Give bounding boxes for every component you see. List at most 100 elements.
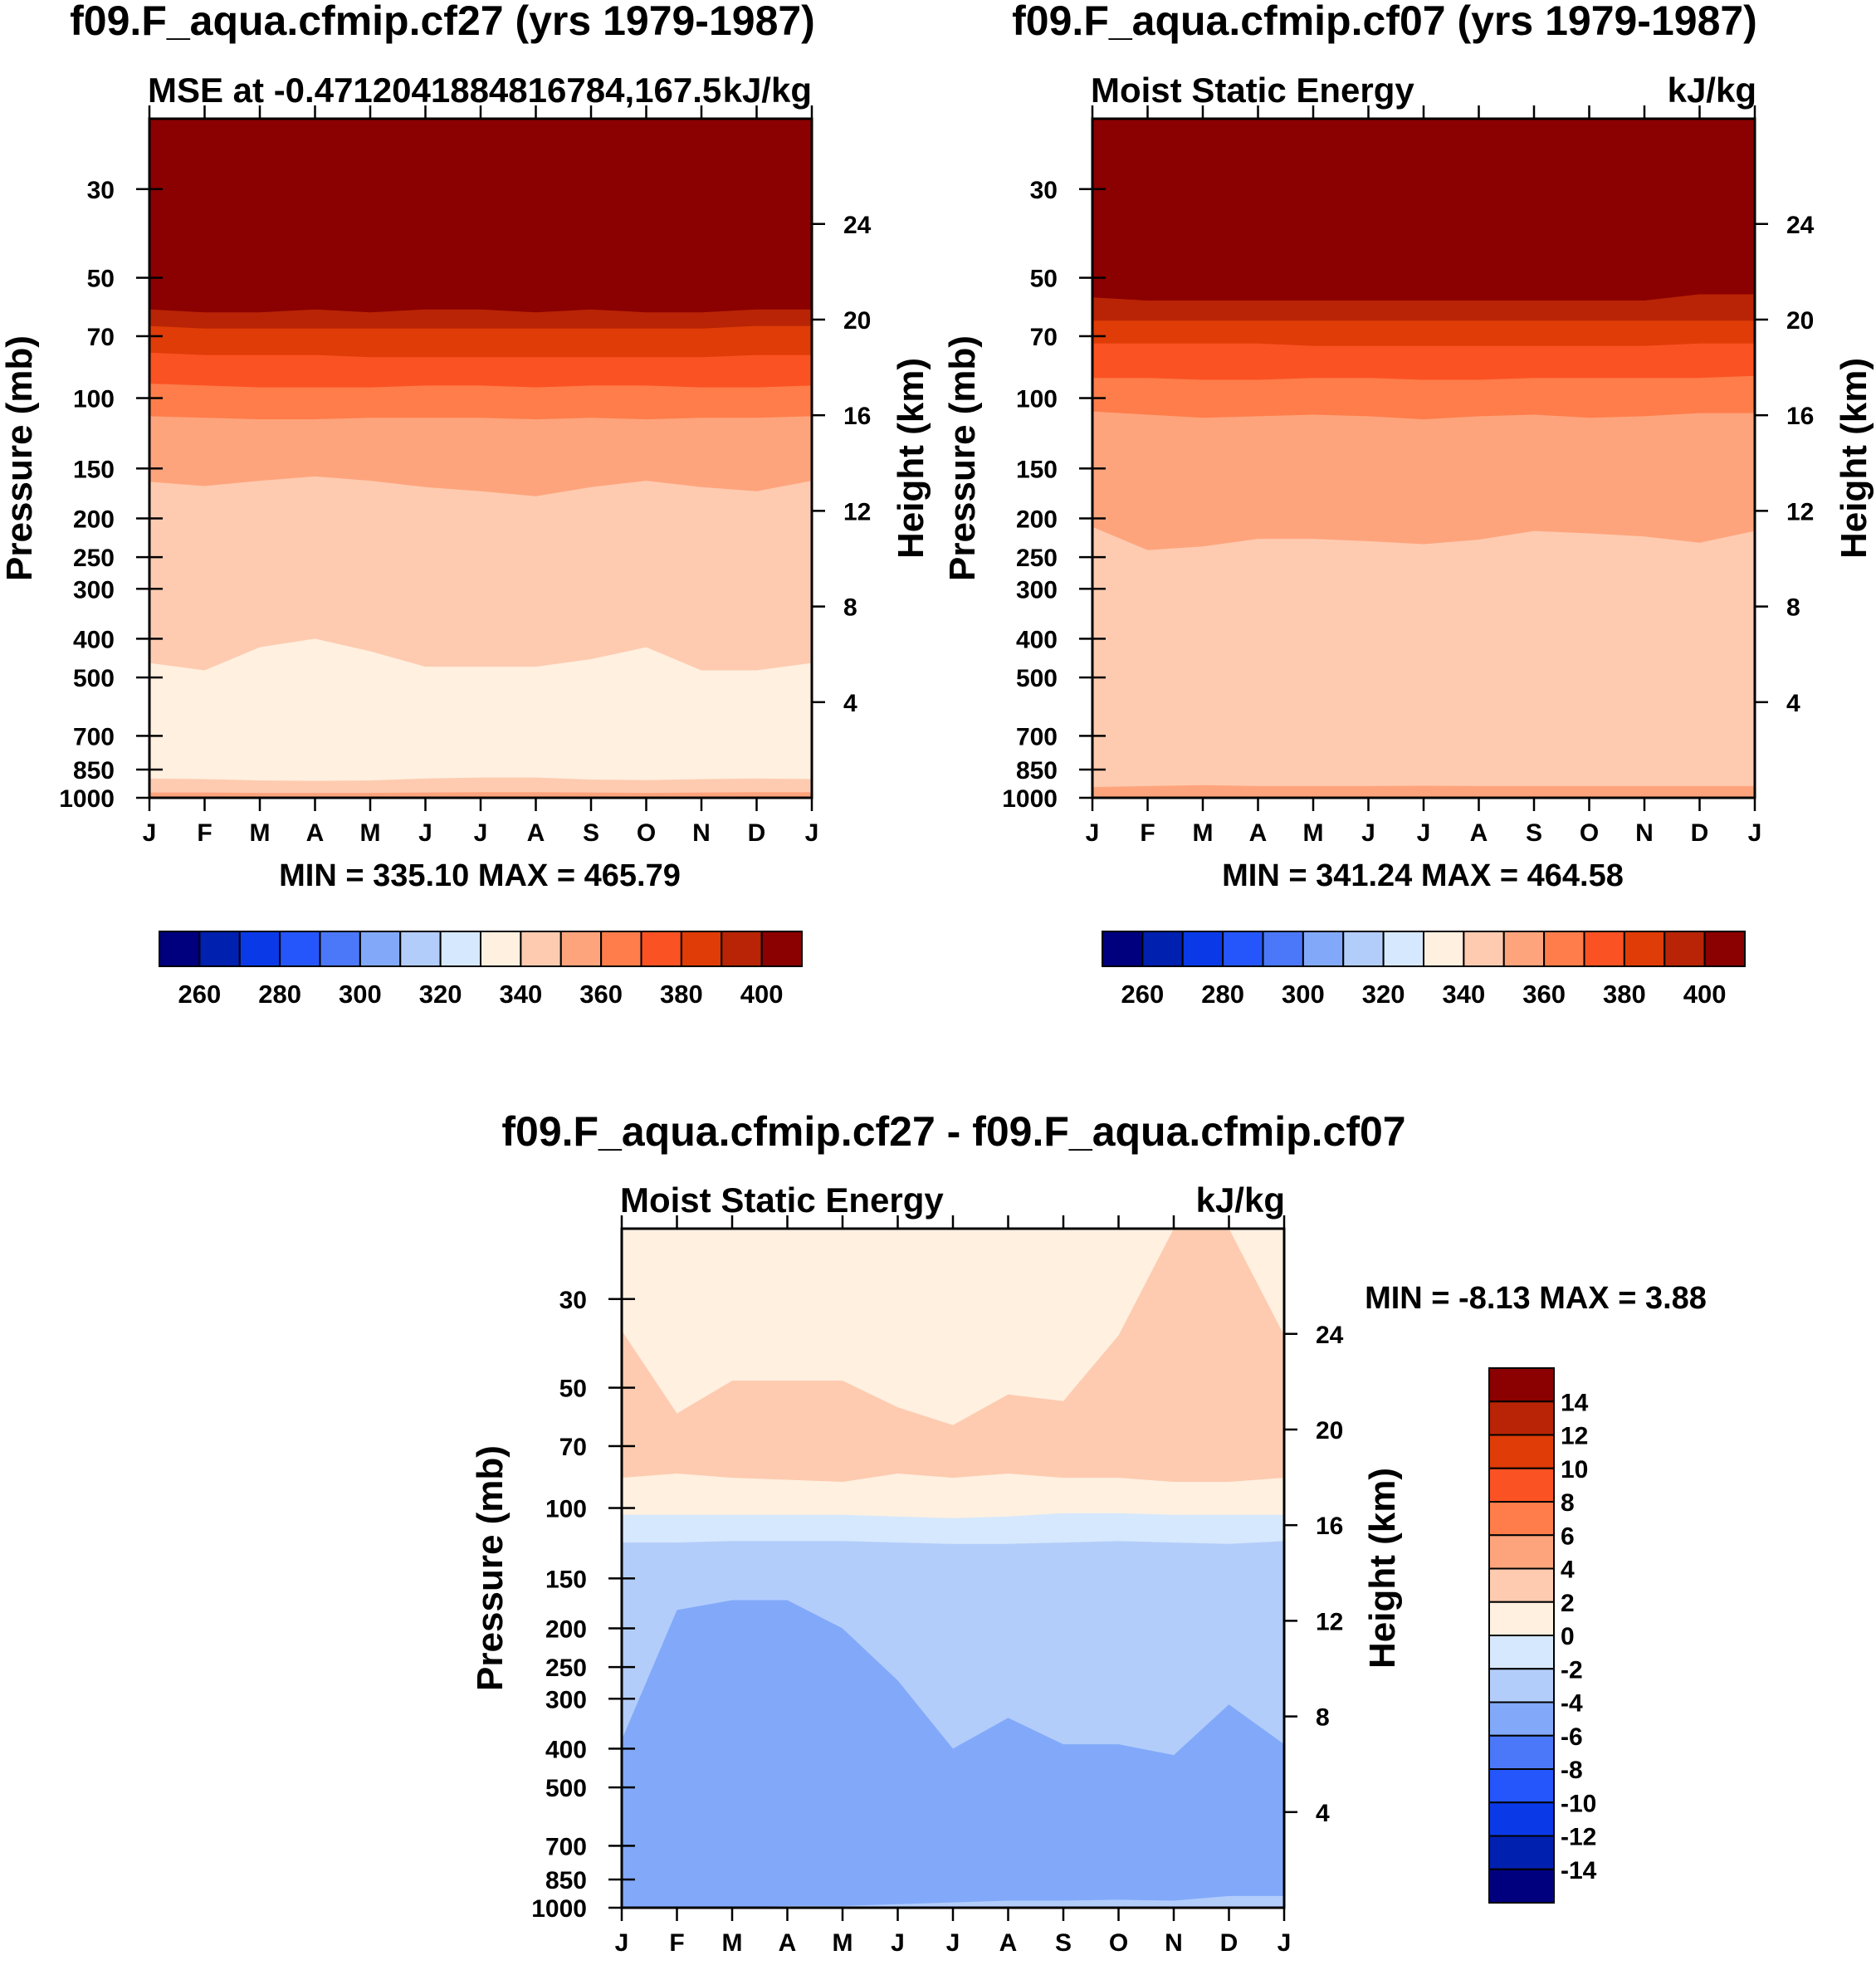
panel-difference-xtick-label: M [722,1929,743,1957]
panel-cf07-colorbar-swatch [1623,931,1666,967]
panel-difference-y2tick-label: 24 [1316,1322,1344,1349]
panel-difference-colorbar-swatch [1488,1734,1555,1770]
panel-cf07-ytick-label: 30 [1030,177,1058,204]
panel-cf27-xtick-label: A [306,819,325,847]
panel-cf07-colorbar-label: 320 [1362,980,1405,1009]
panel-difference-xtick-label: J [1278,1929,1292,1957]
panel-cf07-subtitle-right: kJ/kg [1668,71,1756,110]
panel-difference-colorbar: 14 12 10 8 6 4 2 0 -2 -4 -6 -8 -10 -12 -14 [1488,1367,1597,1904]
panel-cf27-xtick-label: J [805,819,819,847]
panel-cf07-xtick-label: O [1580,819,1599,847]
panel-difference-ytick-label: 1000 [531,1895,587,1923]
panel-cf07-xtick-label: A [1249,819,1268,847]
panel-cf27-y2label: Height (km) [891,358,931,559]
panel-difference-xtick-label: J [615,1929,629,1957]
panel-cf27-colorbar: 260 280 300 320 340 360 380 400 [159,931,803,1009]
panel-cf27-y2tick-label: 16 [843,403,871,430]
panel-cf07-contour-band-6 [1092,526,1755,798]
panel-difference-colorbar-swatch [1488,1668,1555,1703]
panel-difference-colorbar-swatch [1488,1467,1555,1503]
panel-cf27-colorbar-swatch [238,931,281,967]
panel-cf27-colorbar-label: 280 [258,980,301,1009]
panel-cf27: f09.F_aqua.cfmip.cf27 (yrs 1979-1987) MS… [0,0,931,1009]
panel-cf07-colorbar-swatch [1663,931,1706,967]
panel-cf27-ytick-label: 500 [73,665,115,692]
panel-cf07-xtick-label: N [1635,819,1654,847]
panel-difference-xtick-label: S [1055,1929,1072,1957]
panel-cf07-ytick-label: 100 [1016,386,1058,413]
panel-cf27-xtick-label: J [418,819,432,847]
panel-cf07-xtick-label: D [1691,819,1709,847]
panel-cf07-contour-fill [1092,119,1755,798]
panel-cf27-stats: MIN = 335.10 MAX = 465.79 [279,858,681,893]
panel-cf27-colorbar-swatch [721,931,763,967]
panel-cf27-contour-fill [149,119,812,799]
panel-cf07-xtick-label: J [1417,819,1431,847]
panel-cf27-contour-band-9 [149,792,812,798]
panel-cf07-y2tick-label: 8 [1786,594,1800,622]
panel-cf07-ytick-label: 300 [1016,576,1058,604]
panel-difference-ytick-label: 100 [545,1496,587,1523]
panel-difference-ytick-label: 700 [545,1833,587,1860]
panel-difference-y2tick-label: 16 [1316,1513,1343,1540]
panel-difference-contour-band-5 [622,1600,1284,1908]
panel-cf27-colorbar-swatch [680,931,723,967]
panel-cf27-colorbar-swatch [319,931,361,967]
panel-difference-colorbar-label: -2 [1561,1656,1583,1684]
panel-cf07: f09.F_aqua.cfmip.cf07 (yrs 1979-1987) Mo… [942,0,1874,1009]
panel-cf07-colorbar-swatch [1703,931,1746,967]
panel-difference-colorbar-swatch [1488,1534,1555,1570]
panel-cf27-y2tick-label: 8 [843,594,857,622]
panel-cf27-colorbar-label: 380 [660,980,703,1009]
panel-difference-colorbar-label: 14 [1561,1389,1589,1416]
panel-difference-ytick-label: 70 [559,1434,587,1461]
panel-cf07-colorbar-label: 300 [1282,980,1325,1009]
panel-difference-y2label: Height (km) [1362,1468,1403,1669]
panel-difference-xtick-label: F [669,1929,684,1957]
panel-difference-colorbar-swatch [1488,1434,1555,1469]
panel-difference-colorbar-label: -10 [1561,1790,1596,1817]
panel-cf07-xtick-label: J [1086,819,1100,847]
panel-cf27-colorbar-swatch [439,931,481,967]
panel-cf07-y2tick-label: 24 [1786,212,1815,239]
panel-difference-colorbar-label: 12 [1561,1423,1588,1450]
panel-cf07-colorbar: 260 280 300 320 340 360 380 400 [1102,931,1746,1009]
panel-cf27-colorbar-swatch [760,931,803,967]
panel-difference-y2tick-label: 12 [1316,1608,1343,1635]
panel-cf07-contour-band-7 [1092,785,1755,798]
panel-cf27-xtick-label: D [748,819,766,847]
panel-cf07-y2tick-label: 12 [1786,498,1814,525]
panel-difference-title: f09.F_aqua.cfmip.cf27 - f09.F_aqua.cfmip… [501,1108,1405,1155]
panel-cf07-colorbar-label: 400 [1683,980,1727,1009]
panel-cf27-y2tick-label: 24 [843,212,872,239]
panel-cf07-ytick-label: 700 [1016,723,1058,750]
panel-cf27-xtick-label: N [692,819,711,847]
panel-difference-xtick-label: N [1165,1929,1183,1957]
panel-difference-colorbar-swatch [1488,1868,1555,1904]
panel-cf27-ytick-label: 1000 [59,785,115,813]
panel-cf07-xtick-label: J [1748,819,1762,847]
panel-cf07-colorbar-swatch [1423,931,1465,967]
panel-cf27-ytick-label: 150 [73,456,115,483]
panel-cf07-colorbar-label: 340 [1443,980,1486,1009]
panel-cf27-colorbar-label: 360 [579,980,623,1009]
panel-cf27-xtick-label: J [143,819,157,847]
panel-difference-ytick-label: 500 [545,1775,587,1802]
panel-cf27-xtick-label: J [474,819,488,847]
panel-cf07-ytick-label: 850 [1016,757,1058,785]
panel-cf27-ytick-label: 300 [73,576,115,604]
panel-cf27-colorbar-swatch [399,931,442,967]
panel-cf27-colorbar-label: 320 [419,980,462,1009]
panel-cf27-xtick-label: A [527,819,545,847]
panel-difference-colorbar-swatch [1488,1501,1555,1537]
panel-difference-xtick-label: M [833,1929,853,1957]
panel-cf27-contour-band-7 [149,638,812,798]
panel-cf27-ytick-label: 30 [87,177,115,204]
panel-cf07-colorbar-swatch [1502,931,1546,967]
panel-cf27-contour-band-8 [149,777,812,798]
